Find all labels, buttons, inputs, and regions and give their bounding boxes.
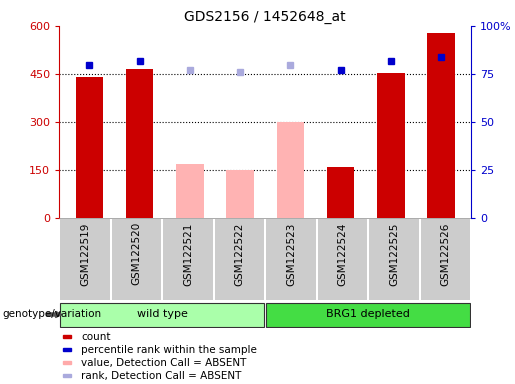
Bar bbox=[112, 219, 161, 300]
Bar bbox=[126, 70, 153, 218]
Text: GSM122521: GSM122521 bbox=[183, 222, 193, 286]
Bar bbox=[427, 33, 455, 218]
Title: GDS2156 / 1452648_at: GDS2156 / 1452648_at bbox=[184, 10, 346, 24]
Text: GSM122524: GSM122524 bbox=[337, 222, 348, 286]
Bar bbox=[421, 219, 470, 300]
Bar bbox=[63, 348, 71, 351]
Text: GSM122520: GSM122520 bbox=[131, 222, 142, 285]
Bar bbox=[266, 219, 316, 300]
Text: BRG1 depleted: BRG1 depleted bbox=[327, 310, 410, 319]
Text: wild type: wild type bbox=[137, 310, 187, 319]
Bar bbox=[63, 336, 71, 338]
Bar bbox=[327, 167, 354, 218]
Text: GSM122519: GSM122519 bbox=[80, 222, 90, 286]
Text: value, Detection Call = ABSENT: value, Detection Call = ABSENT bbox=[81, 358, 247, 367]
Text: genotype/variation: genotype/variation bbox=[3, 310, 101, 319]
Bar bbox=[318, 219, 367, 300]
Text: percentile rank within the sample: percentile rank within the sample bbox=[81, 345, 257, 355]
Bar bbox=[60, 303, 264, 327]
Text: GSM122526: GSM122526 bbox=[440, 222, 451, 286]
Bar bbox=[226, 170, 254, 218]
Bar bbox=[63, 374, 71, 377]
Bar bbox=[76, 77, 103, 218]
Text: GSM122523: GSM122523 bbox=[286, 222, 296, 286]
Bar bbox=[266, 303, 470, 327]
Bar bbox=[277, 122, 304, 218]
Bar bbox=[63, 361, 71, 364]
Text: GSM122525: GSM122525 bbox=[389, 222, 399, 286]
Bar bbox=[60, 219, 110, 300]
Bar bbox=[215, 219, 264, 300]
Bar bbox=[163, 219, 213, 300]
Text: rank, Detection Call = ABSENT: rank, Detection Call = ABSENT bbox=[81, 371, 242, 381]
Text: count: count bbox=[81, 332, 111, 342]
Bar bbox=[377, 73, 405, 218]
Bar bbox=[176, 164, 203, 218]
Text: GSM122522: GSM122522 bbox=[234, 222, 245, 286]
Bar bbox=[369, 219, 419, 300]
